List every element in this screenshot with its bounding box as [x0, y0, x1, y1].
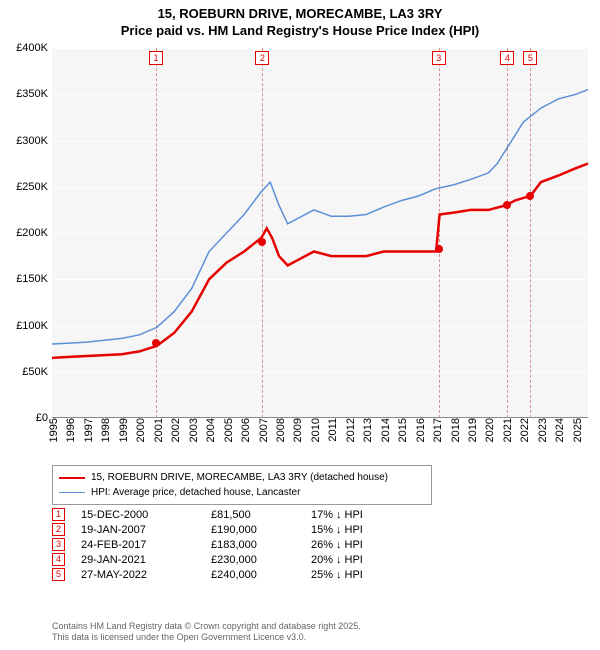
sale-point: [152, 339, 160, 347]
x-axis-label: 2006: [240, 418, 246, 442]
chart-title: 15, ROEBURN DRIVE, MORECAMBE, LA3 3RY Pr…: [0, 0, 600, 40]
sale-date: 29-JAN-2021: [81, 554, 211, 566]
sale-marker-box: 2: [255, 51, 269, 65]
sale-marker-icon: 5: [52, 568, 65, 581]
legend-item: 15, ROEBURN DRIVE, MORECAMBE, LA3 3RY (d…: [59, 470, 425, 485]
y-axis-label: £350K: [0, 88, 48, 100]
x-axis-label: 1999: [118, 418, 124, 442]
legend-item: HPI: Average price, detached house, Lanc…: [59, 485, 425, 500]
legend-label: HPI: Average price, detached house, Lanc…: [91, 485, 300, 500]
sale-marker-box: 1: [149, 51, 163, 65]
sale-marker-icon: 3: [52, 538, 65, 551]
x-axis-label: 2020: [484, 418, 490, 442]
y-axis-label: £200K: [0, 227, 48, 239]
x-axis-label: 2022: [519, 418, 525, 442]
x-axis-label: 2010: [310, 418, 316, 442]
sale-price: £81,500: [211, 509, 311, 521]
x-axis-label: 2017: [432, 418, 438, 442]
sale-marker-icon: 4: [52, 553, 65, 566]
sale-price: £240,000: [211, 569, 311, 581]
sale-row: 2 19-JAN-2007£190,00015% ↓ HPI: [52, 523, 363, 536]
sale-price: £230,000: [211, 554, 311, 566]
sale-marker-box: 5: [523, 51, 537, 65]
x-axis-label: 2014: [380, 418, 386, 442]
x-axis-label: 2000: [135, 418, 141, 442]
sale-date: 24-FEB-2017: [81, 539, 211, 551]
x-axis-label: 2012: [345, 418, 351, 442]
title-line-2: Price paid vs. HM Land Registry's House …: [0, 23, 600, 40]
legend-label: 15, ROEBURN DRIVE, MORECAMBE, LA3 3RY (d…: [91, 470, 388, 485]
line-series: [52, 48, 588, 418]
series-line-hpi: [52, 90, 588, 344]
sale-pct: 20% ↓ HPI: [311, 554, 363, 566]
sale-price: £190,000: [211, 524, 311, 536]
sale-row: 1 15-DEC-2000£81,50017% ↓ HPI: [52, 508, 363, 521]
sale-point: [435, 245, 443, 253]
x-axis-label: 2025: [572, 418, 578, 442]
sale-row: 5 27-MAY-2022£240,00025% ↓ HPI: [52, 568, 363, 581]
sale-point: [503, 201, 511, 209]
y-axis-label: £50K: [0, 366, 48, 378]
x-axis-label: 2009: [292, 418, 298, 442]
x-axis-label: 1995: [48, 418, 54, 442]
sale-pct: 26% ↓ HPI: [311, 539, 363, 551]
x-axis-label: 2024: [554, 418, 560, 442]
sale-marker-icon: 2: [52, 523, 65, 536]
footer-attribution: Contains HM Land Registry data © Crown c…: [52, 621, 361, 644]
x-axis-label: 2007: [258, 418, 264, 442]
legend-swatch: [59, 492, 85, 493]
sale-pct: 17% ↓ HPI: [311, 509, 363, 521]
x-axis-label: 2015: [397, 418, 403, 442]
footer-line-2: This data is licensed under the Open Gov…: [52, 632, 361, 644]
x-axis-label: 2001: [153, 418, 159, 442]
sale-date: 15-DEC-2000: [81, 509, 211, 521]
plot-area: 12345 £0£50K£100K£150K£200K£250K£300K£35…: [52, 48, 588, 418]
legend-swatch: [59, 477, 85, 479]
sale-marker-box: 4: [500, 51, 514, 65]
x-axis-label: 2011: [327, 418, 333, 442]
sale-row: 3 24-FEB-2017£183,00026% ↓ HPI: [52, 538, 363, 551]
sale-marker-icon: 1: [52, 508, 65, 521]
x-axis-label: 2018: [450, 418, 456, 442]
x-axis-label: 2013: [362, 418, 368, 442]
x-axis-label: 1997: [83, 418, 89, 442]
sales-table: 1 15-DEC-2000£81,50017% ↓ HPI 2 19-JAN-2007…: [52, 506, 363, 583]
sale-point: [258, 238, 266, 246]
arrow-down-icon: ↓: [336, 524, 342, 536]
y-axis-label: £250K: [0, 181, 48, 193]
arrow-down-icon: ↓: [336, 539, 342, 551]
x-axis-label: 1998: [100, 418, 106, 442]
x-axis-label: 2023: [537, 418, 543, 442]
x-axis-label: 2019: [467, 418, 473, 442]
footer-line-1: Contains HM Land Registry data © Crown c…: [52, 621, 361, 633]
y-axis-label: £300K: [0, 135, 48, 147]
sale-date: 27-MAY-2022: [81, 569, 211, 581]
sale-date: 19-JAN-2007: [81, 524, 211, 536]
sale-price: £183,000: [211, 539, 311, 551]
arrow-down-icon: ↓: [336, 509, 342, 521]
arrow-down-icon: ↓: [336, 554, 342, 566]
title-line-1: 15, ROEBURN DRIVE, MORECAMBE, LA3 3RY: [0, 6, 600, 23]
sale-point: [526, 192, 534, 200]
y-axis-label: £100K: [0, 320, 48, 332]
sale-pct: 15% ↓ HPI: [311, 524, 363, 536]
sale-marker-box: 3: [432, 51, 446, 65]
arrow-down-icon: ↓: [336, 569, 342, 581]
series-line-price_paid: [52, 164, 588, 358]
chart-container: 15, ROEBURN DRIVE, MORECAMBE, LA3 3RY Pr…: [0, 0, 600, 650]
x-axis-label: 1996: [65, 418, 71, 442]
y-axis-label: £150K: [0, 273, 48, 285]
x-axis-label: 2003: [188, 418, 194, 442]
x-axis-label: 2021: [502, 418, 508, 442]
legend-box: 15, ROEBURN DRIVE, MORECAMBE, LA3 3RY (d…: [52, 465, 432, 505]
x-axis-label: 2002: [170, 418, 176, 442]
y-axis-label: £400K: [0, 42, 48, 54]
sale-pct: 25% ↓ HPI: [311, 569, 363, 581]
sale-row: 4 29-JAN-2021£230,00020% ↓ HPI: [52, 553, 363, 566]
x-axis-label: 2016: [415, 418, 421, 442]
y-axis-label: £0: [0, 412, 48, 424]
x-axis-label: 2008: [275, 418, 281, 442]
x-axis-label: 2004: [205, 418, 211, 442]
x-axis-label: 2005: [223, 418, 229, 442]
